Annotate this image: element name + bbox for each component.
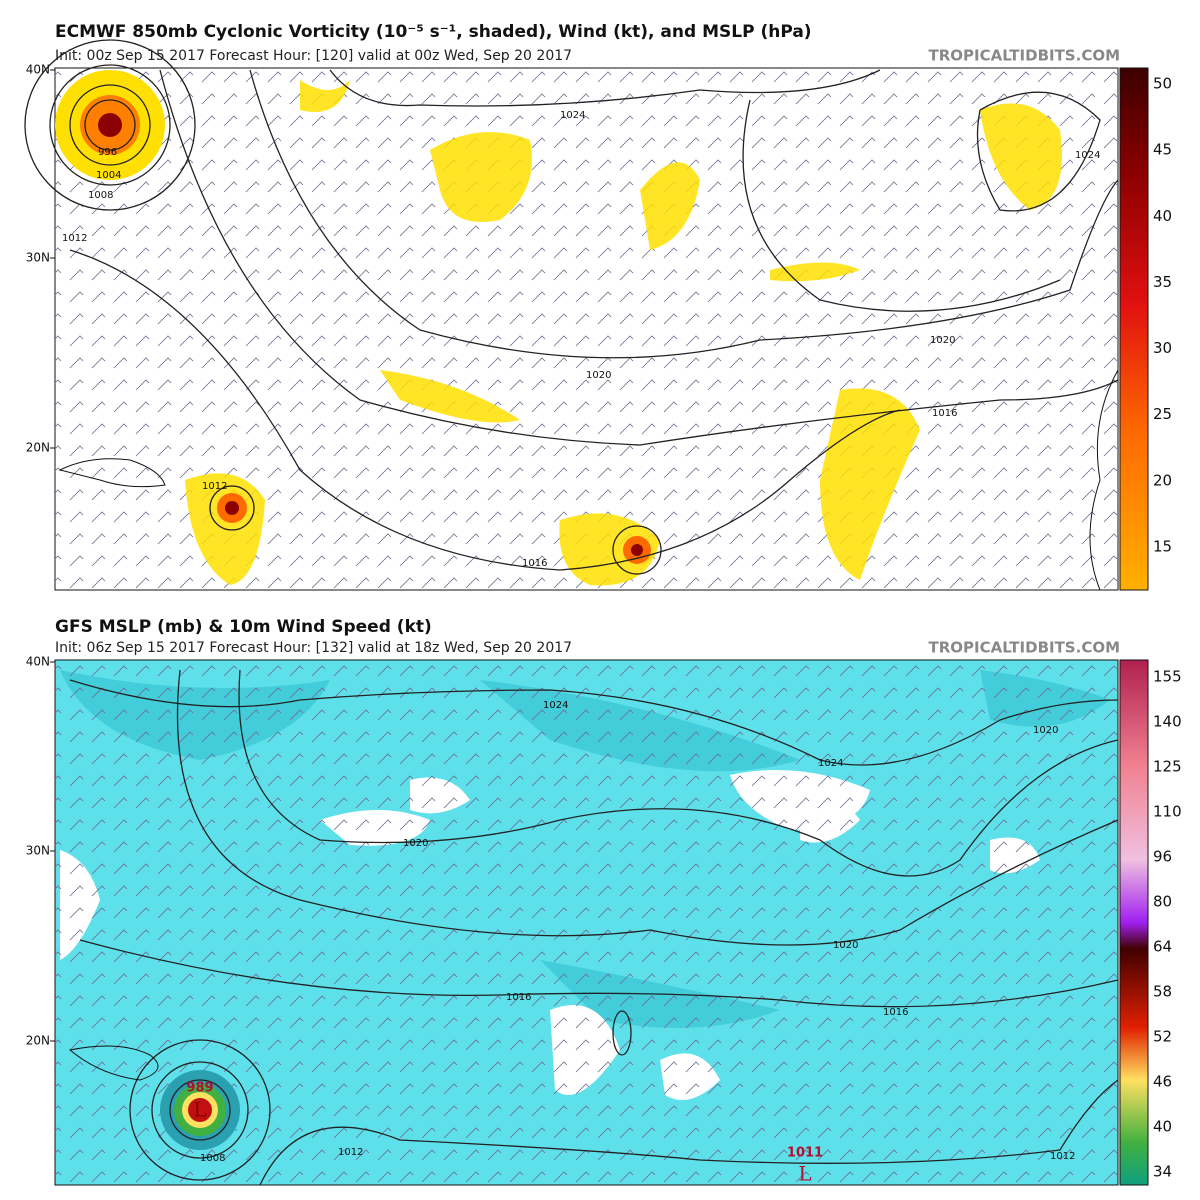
contour-label: 1016: [522, 558, 547, 569]
contour-label: 1016: [883, 1007, 908, 1018]
contour-label: 1012: [62, 233, 87, 244]
storm-core: [98, 113, 122, 137]
colorbar-label: 20: [1153, 471, 1172, 489]
colorbar-label: 40: [1153, 1118, 1172, 1136]
colorbar-label: 15: [1153, 538, 1172, 556]
contour-label: 1024: [560, 110, 585, 121]
lat-label: 40N: [26, 63, 50, 77]
contour-label: 1008: [88, 190, 113, 201]
colorbar-label: 40: [1153, 207, 1172, 225]
contour-label: 1020: [930, 335, 955, 346]
coastline: [68, 1045, 159, 1081]
colorbar-label: 155: [1153, 668, 1182, 686]
colorbar-label: 46: [1153, 1073, 1172, 1091]
lat-label: 40N: [26, 655, 50, 669]
lat-label: 30N: [26, 251, 50, 265]
panel-subtitle: Init: 06z Sep 15 2017 Forecast Hour: [13…: [55, 640, 572, 656]
colorbar-label: 125: [1153, 758, 1182, 776]
panel-title: ECMWF 850mb Cyclonic Vorticity (10⁻⁵ s⁻¹…: [55, 22, 812, 42]
contour-label: 1020: [833, 940, 858, 951]
contour-label: 989: [186, 1081, 213, 1096]
colorbar-label: 96: [1153, 848, 1172, 866]
colorbar-label: 80: [1153, 893, 1172, 911]
contour-label: 1012: [202, 481, 227, 492]
coastline: [58, 458, 166, 488]
isobars: [69, 669, 1119, 1186]
contour-label: 1020: [1033, 725, 1058, 736]
colorbar-label: 64: [1153, 938, 1172, 956]
panel-subtitle: Init: 00z Sep 15 2017 Forecast Hour: [12…: [55, 48, 572, 64]
panel-gfs: GFS MSLP (mb) & 10m Wind Speed (kt) Init…: [54, 617, 1149, 1186]
colorbar-label: 52: [1153, 1028, 1172, 1046]
lat-label: 30N: [26, 844, 50, 858]
storm-core: [225, 501, 239, 515]
source: TROPICALTIDBITS.COM: [929, 639, 1121, 657]
colorbar-label: 140: [1153, 713, 1182, 731]
colorbar: [1119, 67, 1149, 591]
contour-labels: 1024 1020 1024 1020 1020 1016 1016 1012 …: [186, 700, 1075, 1164]
colorbar: [1119, 659, 1149, 1186]
colorbar-label: 50: [1153, 75, 1172, 93]
contour-label: 1008: [200, 1153, 225, 1164]
low-marker: L: [798, 1162, 811, 1186]
colorbar-label: 25: [1153, 405, 1172, 423]
contour-label: 1012: [1050, 1151, 1075, 1162]
contour-label: 1020: [586, 370, 611, 381]
contour-label: 1016: [506, 992, 531, 1003]
contour-label: 1011: [787, 1146, 823, 1161]
contour-label: 1012: [338, 1147, 363, 1158]
colorbar-label: 45: [1153, 141, 1172, 159]
contour-label: 1020: [403, 838, 428, 849]
lat-label: 20N: [26, 1034, 50, 1048]
colorbar-label: 30: [1153, 339, 1172, 357]
colorbar-label: 110: [1153, 803, 1182, 821]
colorbar-label: 34: [1153, 1163, 1172, 1181]
lat-label: 20N: [26, 441, 50, 455]
contour-label: 1004: [96, 170, 121, 181]
contour-label: 1016: [932, 408, 957, 419]
panel-title: GFS MSLP (mb) & 10m Wind Speed (kt): [55, 617, 432, 637]
contour-label: 1024: [818, 758, 843, 769]
contour-label: 1024: [543, 700, 568, 711]
contour-label: 1024: [1075, 150, 1100, 161]
storm-core: [631, 544, 643, 556]
source: TROPICALTIDBITS.COM: [929, 47, 1121, 65]
contour-labels: 1024 1024 996 1004 1008 1012 1020 1020 1…: [62, 110, 1100, 569]
colorbar-label: 58: [1153, 983, 1172, 1001]
contour-label: 996: [98, 147, 117, 158]
storm-core: [188, 1098, 212, 1122]
panel-ecmwf: ECMWF 850mb Cyclonic Vorticity (10⁻⁵ s⁻¹…: [24, 22, 1149, 591]
coastline: [1089, 369, 1119, 591]
colorbar-label: 35: [1153, 273, 1172, 291]
low-marker: L: [193, 1098, 206, 1122]
isobars: [24, 39, 1119, 575]
